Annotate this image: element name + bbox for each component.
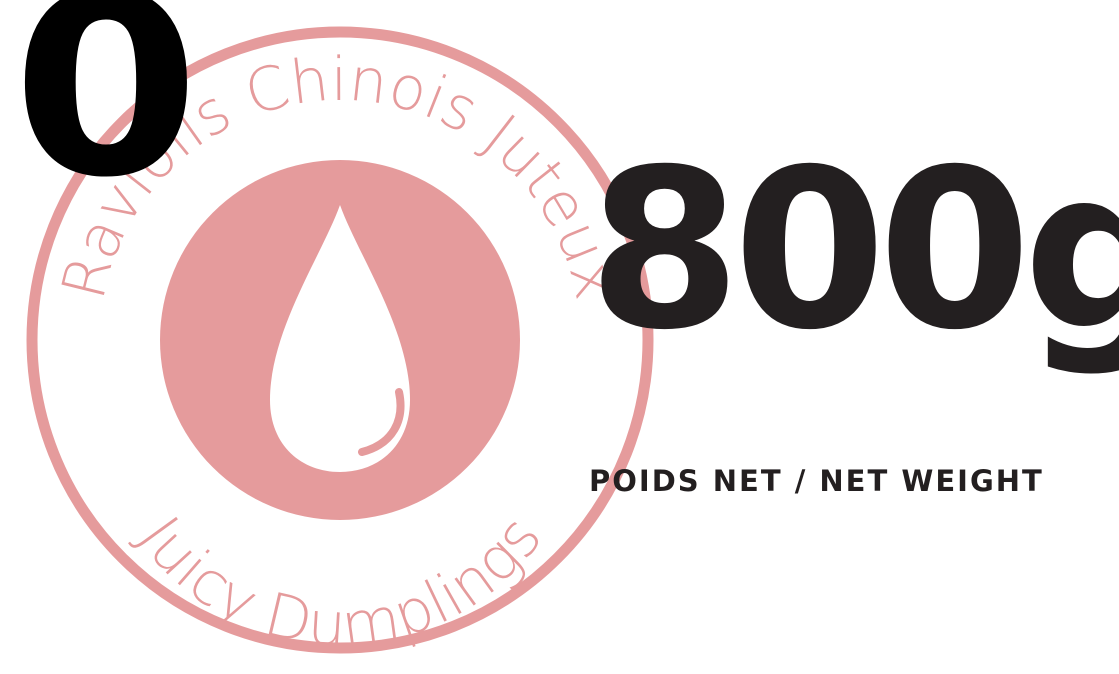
water-drop-icon [270,205,410,472]
net-weight-label: POIDS NET / NET WEIGHT [589,464,1044,498]
badge-outer-ring [26,26,654,654]
overlay-digit: 0 [12,0,200,232]
net-weight-value: 800g [588,122,1119,378]
juicy-badge: Raviolis Chinois Juteux Juicy Dumplings [26,26,654,661]
badge-bottom-text: Juicy Dumplings [124,503,555,661]
